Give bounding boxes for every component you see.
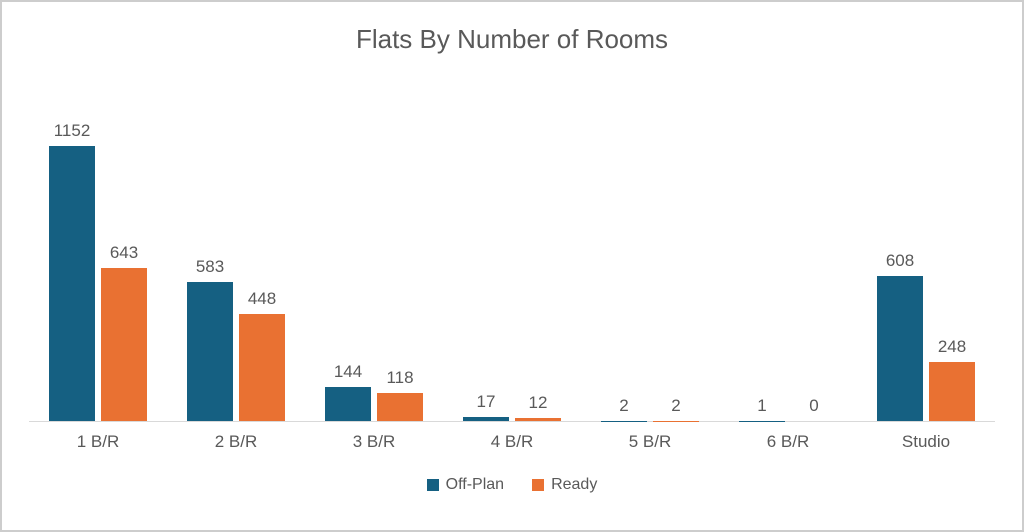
x-axis-label: Studio [901, 432, 951, 451]
bar-column: 1 [739, 396, 785, 421]
bar-off-plan [463, 416, 509, 421]
data-label: 0 [809, 396, 819, 415]
bar-column: 0 [791, 396, 837, 421]
data-label: 144 [333, 361, 363, 381]
legend-swatch [532, 479, 545, 491]
data-label: 643 [109, 242, 139, 262]
legend-label: Ready [551, 476, 598, 493]
data-label: 17 [476, 391, 496, 411]
legend-swatch [426, 479, 439, 491]
bar-group-2-b-r: 583 448 [167, 257, 305, 421]
data-label: 608 [885, 251, 915, 271]
bar-column: 1152 [49, 121, 95, 421]
bar-ready [929, 361, 975, 421]
data-label: 448 [247, 289, 277, 309]
bar-off-plan [49, 146, 95, 421]
data-label: 1152 [53, 121, 91, 141]
x-axis-label: 2 B/R [214, 432, 258, 451]
bar-group-4-b-r: 17 12 [443, 392, 581, 421]
plot-wrapper: 1152 643 583 448 144 118 17 12 2 2 1 0 608 248 1 B/R 2… [2, 121, 1022, 452]
data-label: 2 [671, 395, 681, 415]
bar-column: 643 [101, 243, 147, 421]
bar-ready [377, 392, 423, 421]
legend-item-off-plan: Off-Plan [426, 476, 505, 494]
x-axis-label: 4 B/R [490, 432, 534, 451]
bar-off-plan [325, 386, 371, 421]
bar-column: 448 [239, 289, 285, 421]
data-label: 12 [528, 393, 548, 413]
x-axis: 1 B/R 2 B/R 3 B/R 4 B/R 5 B/R 6 B/R Studio [29, 422, 995, 452]
bar-column: 2 [653, 396, 699, 421]
bar-column: 144 [325, 362, 371, 421]
x-axis-label: 1 B/R [76, 432, 120, 451]
bar-group-1-b-r: 1152 643 [29, 121, 167, 421]
legend-item-ready: Ready [532, 476, 597, 494]
x-axis-label: 6 B/R [766, 432, 810, 451]
legend: Off-Plan Ready [2, 476, 1022, 494]
bar-off-plan [187, 282, 233, 421]
bar-column: 12 [515, 393, 561, 421]
bar-column: 2 [601, 396, 647, 421]
bar-column: 608 [877, 251, 923, 421]
bar-group-3-b-r: 144 118 [305, 362, 443, 421]
data-label: 248 [937, 336, 967, 356]
bar-off-plan [877, 276, 923, 421]
bar-column: 17 [463, 392, 509, 421]
bar-ready [515, 418, 561, 421]
bar-column: 118 [377, 368, 423, 421]
x-axis-label: 3 B/R [352, 432, 396, 451]
data-label: 2 [619, 395, 629, 415]
chart-title: Flats By Number of Rooms [355, 24, 669, 54]
plot-area: 1152 643 583 448 144 118 17 12 2 2 1 0 608 248 [29, 121, 995, 422]
data-label: 118 [386, 367, 414, 387]
bar-column: 583 [187, 257, 233, 421]
legend-label: Off-Plan [445, 476, 505, 493]
bar-group-studio: 608 248 [857, 251, 995, 421]
x-axis-label: 5 B/R [628, 432, 672, 451]
bar-ready [239, 314, 285, 421]
data-label: 583 [195, 257, 225, 277]
data-label: 1 [757, 395, 767, 415]
bar-ready [101, 267, 147, 421]
bar-column: 248 [929, 337, 975, 421]
